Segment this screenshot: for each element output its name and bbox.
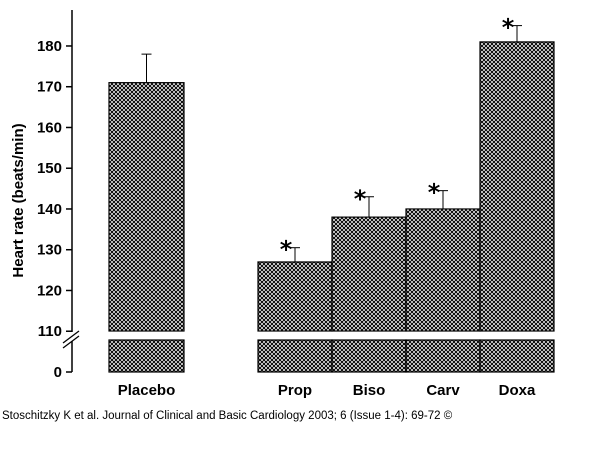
x-label-doxa: Doxa (499, 382, 536, 399)
y-tick-label-140: 140 (37, 201, 62, 218)
x-label-prop: Prop (278, 382, 312, 399)
bars (108, 25, 555, 373)
axis-break-slash-2 (62, 335, 80, 349)
y-tick-label-110: 110 (38, 323, 62, 340)
labels: 110 120 130 140 150 160 170 180 0 Heart rate (bea… (10, 14, 536, 399)
bar-base-doxa (479, 339, 555, 373)
bar-biso (331, 216, 407, 332)
significance-star-prop: * (280, 236, 293, 264)
bar-base-biso (331, 339, 407, 373)
figure-caption: Stoschitzky K et al. Journal of Clinical… (2, 410, 453, 422)
y-tick-label-160: 160 (37, 119, 62, 136)
bar-carv (405, 208, 481, 332)
axis-break-mark (62, 330, 81, 349)
axis-break-slash-1 (62, 330, 80, 344)
y-tick-label-120: 120 (37, 282, 62, 299)
bar-base-placebo (108, 339, 185, 373)
y-tick-label-130: 130 (37, 242, 62, 259)
bar-placebo (108, 82, 185, 332)
axes (62, 10, 81, 373)
x-label-biso: Biso (353, 382, 386, 399)
bar-chart: 110 120 130 140 150 160 170 180 0 Heart rate (bea… (10, 10, 555, 399)
y-tick-label-180: 180 (37, 38, 62, 55)
y-tick-label-0: 0 (54, 364, 62, 381)
y-tick-label-170: 170 (37, 79, 62, 96)
bar-base-carv (405, 339, 481, 373)
bar-base-prop (257, 339, 333, 373)
x-label-placebo: Placebo (118, 382, 176, 399)
significance-star-doxa: * (502, 14, 515, 42)
x-label-carv: Carv (426, 382, 460, 399)
y-axis-label: Heart rate (beats/min) (10, 123, 27, 277)
significance-star-carv: * (428, 179, 441, 207)
y-tick-label-150: 150 (37, 160, 62, 177)
significance-star-biso: * (354, 185, 367, 213)
bar-doxa (479, 41, 555, 332)
bar-prop (257, 261, 333, 332)
